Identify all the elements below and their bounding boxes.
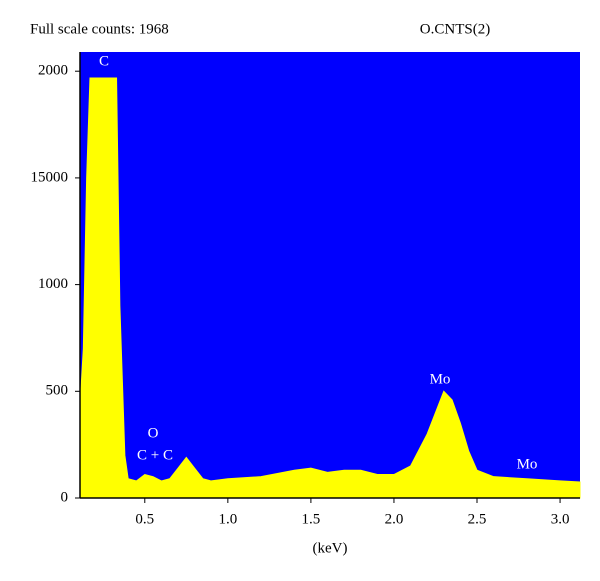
x-tick-label: 0.5 — [135, 511, 154, 527]
annotation: O — [148, 425, 159, 441]
x-tick-label: 2.0 — [385, 511, 404, 527]
x-tick-label: 2.5 — [468, 511, 487, 527]
annotation: Mo — [430, 371, 451, 387]
y-tick-label: 15000 — [31, 169, 69, 185]
header-left: Full scale counts: 1968 — [30, 21, 169, 37]
x-axis-label: (keV) — [313, 540, 348, 556]
x-tick-label: 3.0 — [551, 511, 570, 527]
annotation: C + C — [137, 447, 173, 463]
plot-background — [80, 52, 580, 498]
y-tick-label: 2000 — [38, 63, 68, 79]
y-tick-label: 500 — [46, 383, 69, 399]
x-tick-label: 1.0 — [218, 511, 237, 527]
y-tick-label: 1000 — [38, 276, 68, 292]
x-tick-label: 1.5 — [302, 511, 321, 527]
annotation: C — [99, 53, 109, 69]
header-right: O.CNTS(2) — [420, 21, 490, 37]
annotation: Mo — [517, 456, 538, 472]
spectrum-area — [79, 77, 581, 499]
y-tick-label: 0 — [61, 489, 69, 505]
